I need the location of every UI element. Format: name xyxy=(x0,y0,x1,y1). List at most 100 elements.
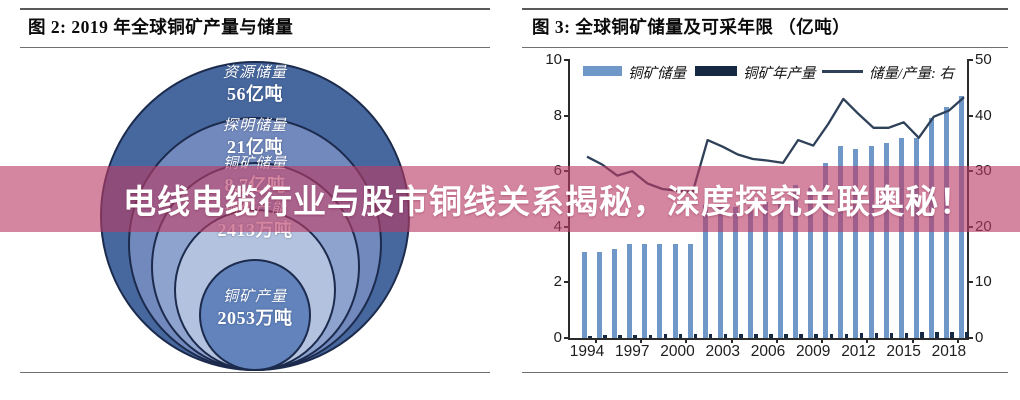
production-legend-swatch xyxy=(695,66,737,76)
x-axis-tick xyxy=(956,338,959,343)
production-bar xyxy=(663,334,668,338)
ring-label-1: 资源储量 56亿吨 xyxy=(145,64,365,105)
left-axis-label: 0 xyxy=(553,329,562,346)
production-bar xyxy=(708,334,713,338)
production-bar xyxy=(874,333,879,338)
production-bar xyxy=(739,333,743,338)
left-axis-label: 8 xyxy=(553,106,562,124)
x-axis-label: 2003 xyxy=(705,343,740,360)
ring-value: 56亿吨 xyxy=(227,83,283,104)
ring-name: 资源储量 xyxy=(222,65,287,81)
x-axis-tick xyxy=(640,338,643,343)
reserves-legend-label: 铜矿储量 xyxy=(628,66,686,82)
x-axis-tick xyxy=(595,338,597,343)
reserves-bar xyxy=(763,201,768,338)
production-bar xyxy=(769,333,773,338)
x-axis-label: 2009 xyxy=(795,343,831,360)
production-bar xyxy=(950,332,954,338)
production-legend-label: 铜矿年产量 xyxy=(743,66,816,82)
reserves-bar xyxy=(627,243,633,338)
reserves-legend-swatch xyxy=(583,66,622,76)
production-bar xyxy=(678,334,683,338)
reserves-bar xyxy=(838,146,844,338)
right-axis-label: 0 xyxy=(975,329,984,346)
figure3-panel: 图 3: 全球铜矿储量及可采年限 （亿吨） 铜矿储量 铜矿年产量 储量/产量: … xyxy=(522,0,1008,400)
reserves-bar xyxy=(883,143,889,338)
x-axis-tick xyxy=(775,338,778,343)
figure2-top-rule xyxy=(20,8,490,10)
reserves-bar xyxy=(747,207,753,338)
x-axis-label: 2000 xyxy=(660,343,695,360)
reserves-bar xyxy=(732,207,738,338)
production-bar xyxy=(799,333,803,338)
right-axis-label: 40 xyxy=(975,106,992,124)
reserves-bar xyxy=(808,187,814,338)
x-axis-label: 2015 xyxy=(886,343,921,360)
reserves-bar xyxy=(642,243,648,338)
figure3-top-rule xyxy=(522,8,1008,10)
reserves-bar xyxy=(823,162,829,338)
x-axis-tick xyxy=(911,338,914,343)
ring-label-5: 铜矿产量 2053万吨 xyxy=(145,288,365,329)
right-axis-tick xyxy=(967,114,973,117)
reserves-bar xyxy=(717,207,723,338)
reserves-bar xyxy=(868,146,874,338)
headline-banner[interactable]: 电线电缆行业与股市铜线关系揭秘，深度探究关联奥秘！ xyxy=(0,166,1020,232)
x-axis-tick xyxy=(866,338,869,343)
ratio-legend-label: 储量/产量: 右 xyxy=(869,66,954,82)
production-bar xyxy=(693,334,698,338)
x-axis-label: 1994 xyxy=(569,343,605,360)
x-axis-tick xyxy=(685,338,688,343)
production-bar xyxy=(814,333,818,338)
figure2-title-rule xyxy=(20,47,490,48)
production-bar xyxy=(754,333,758,338)
production-bar xyxy=(588,335,592,338)
reserves-bar xyxy=(853,149,859,338)
headline-text: 电线电缆行业与股市铜线关系揭秘，深度探究关联奥秘！ xyxy=(123,183,973,220)
ring-name: 铜矿产量 xyxy=(222,289,287,305)
left-axis-tick xyxy=(564,114,570,117)
left-axis-label: 10 xyxy=(545,51,562,68)
production-bar xyxy=(859,333,864,338)
right-axis-label: 50 xyxy=(975,51,992,68)
x-axis-label: 2006 xyxy=(750,343,786,360)
x-axis-label: 1997 xyxy=(614,343,650,360)
ring-5 xyxy=(199,259,311,371)
figure3-bottom-rule xyxy=(522,372,1008,373)
reserves-bar xyxy=(778,201,783,338)
reserves-bar xyxy=(612,249,618,338)
reserves-bar xyxy=(657,243,663,338)
x-axis-tick xyxy=(821,338,824,343)
x-axis-label: 2018 xyxy=(931,343,967,360)
production-bar xyxy=(618,334,622,338)
reserves-bar xyxy=(702,204,708,338)
ring-label-2: 探明储量 21亿吨 xyxy=(145,117,365,158)
reserves-bar xyxy=(582,251,587,338)
left-axis-tick xyxy=(564,281,570,284)
x-axis-label: 2012 xyxy=(841,343,876,360)
reserves-bar xyxy=(672,243,678,338)
production-bar xyxy=(965,332,969,338)
production-bar xyxy=(648,334,652,338)
x-axis-tick xyxy=(730,338,733,343)
chart-legend: 铜矿储量 铜矿年产量 储量/产量: 右 xyxy=(522,62,1008,82)
reserves-bar xyxy=(913,137,919,338)
reserves-bar xyxy=(793,185,799,338)
production-bar xyxy=(904,332,909,338)
figure2-bottom-rule xyxy=(20,372,490,373)
ring-name: 探明储量 xyxy=(222,118,287,134)
right-axis-label: 10 xyxy=(975,273,992,291)
ring-value: 2053万吨 xyxy=(217,307,293,328)
left-axis-tick xyxy=(564,59,570,61)
production-bar xyxy=(633,334,637,338)
ratio-legend-line xyxy=(822,70,863,73)
production-bar xyxy=(723,334,728,338)
reserves-bar xyxy=(597,251,603,338)
figure3-title: 图 3: 全球铜矿储量及可采年限 （亿吨） xyxy=(532,17,851,37)
production-bar xyxy=(889,332,894,338)
figure3-title-rule xyxy=(522,47,1008,48)
left-axis-label: 2 xyxy=(553,273,562,291)
right-axis-tick xyxy=(967,59,973,61)
reserves-bar xyxy=(687,243,693,338)
right-axis-tick xyxy=(967,281,973,284)
